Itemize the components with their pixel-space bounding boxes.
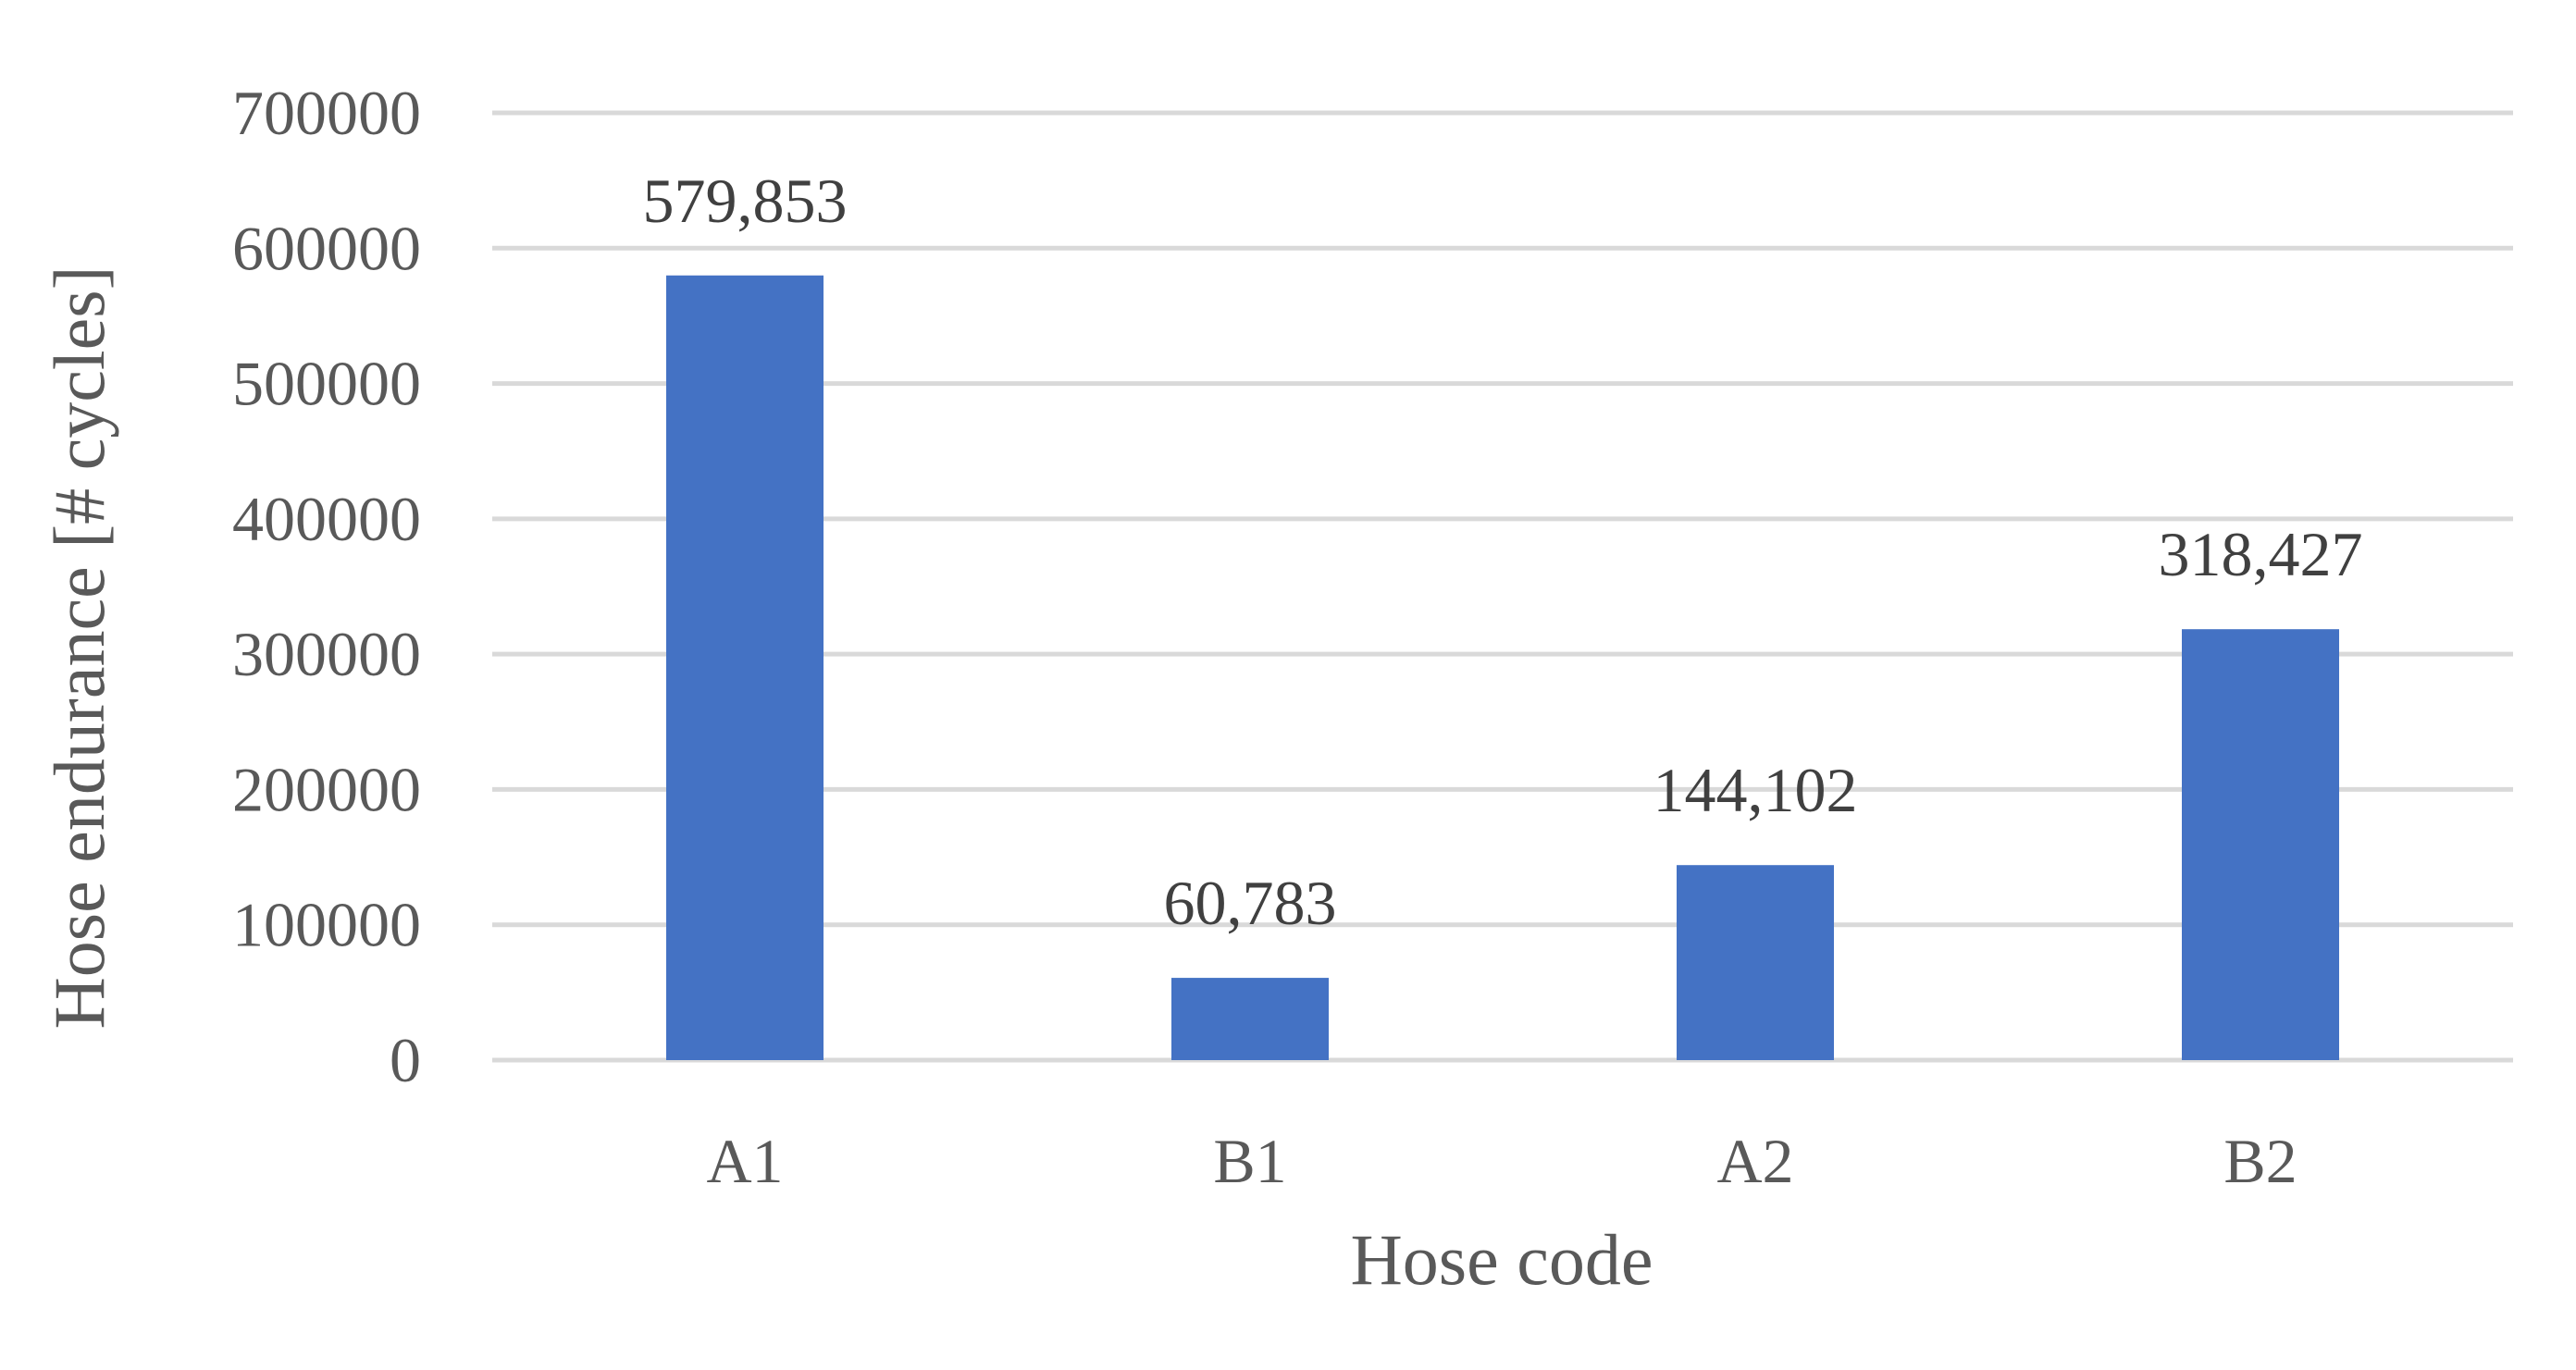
bar-a1 bbox=[666, 275, 824, 1060]
y-tick-label: 400000 bbox=[232, 484, 421, 554]
data-label-a1: 579,853 bbox=[643, 166, 848, 236]
y-axis-title: Hose endurance [# cycles] bbox=[39, 265, 119, 1029]
bar-b2 bbox=[2182, 629, 2339, 1060]
y-tick-label: 0 bbox=[390, 1025, 421, 1095]
y-tick-label: 700000 bbox=[232, 78, 421, 148]
x-category-label: B2 bbox=[2223, 1126, 2297, 1196]
data-label-b2: 318,427 bbox=[2159, 519, 2363, 589]
y-tick-label: 600000 bbox=[232, 213, 421, 283]
x-axis-title: Hose code bbox=[1350, 1219, 1653, 1300]
bar-b1 bbox=[1171, 978, 1329, 1060]
data-label-a2: 144,102 bbox=[1653, 755, 1858, 825]
gridlines bbox=[492, 110, 2513, 1063]
bars bbox=[666, 275, 2339, 1060]
bar-a2 bbox=[1677, 865, 1834, 1060]
y-axis-tick-labels: 0 100000 200000 300000 400000 500000 600000 700… bbox=[232, 78, 421, 1095]
x-category-label: B1 bbox=[1213, 1126, 1286, 1196]
y-tick-label: 500000 bbox=[232, 349, 421, 419]
x-axis-category-labels: A1 B1 A2 B2 bbox=[706, 1126, 2297, 1196]
y-tick-label: 300000 bbox=[232, 619, 421, 689]
data-labels: 579,853 60,783 144,102 318,427 bbox=[643, 166, 2363, 938]
data-label-b1: 60,783 bbox=[1164, 868, 1337, 938]
x-category-label: A1 bbox=[706, 1126, 783, 1196]
x-category-label: A2 bbox=[1716, 1126, 1793, 1196]
y-tick-label: 200000 bbox=[232, 754, 421, 824]
y-tick-label: 100000 bbox=[232, 890, 421, 960]
